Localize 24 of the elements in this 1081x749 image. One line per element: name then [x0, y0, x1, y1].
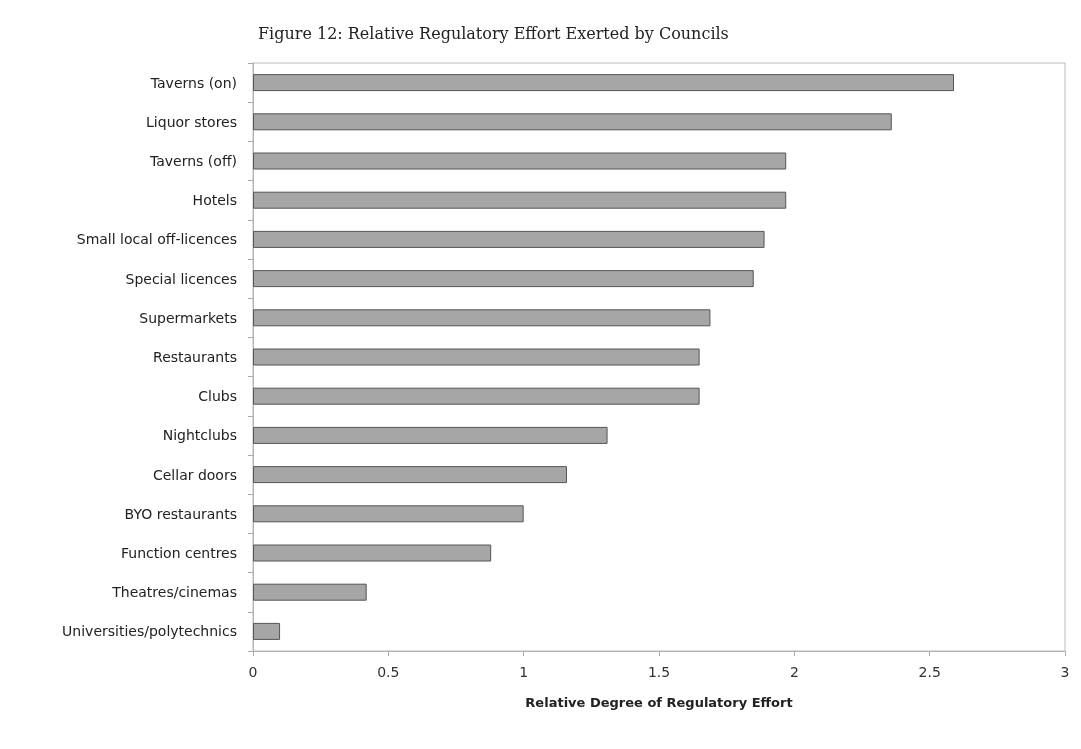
x-tick-label: 0.5: [377, 664, 400, 680]
y-tick-label: BYO restaurants: [124, 505, 237, 522]
y-tick-label: Nightclubs: [162, 427, 237, 444]
y-tick-label: Taverns (off): [149, 153, 237, 169]
y-tick-label: Cellar doors: [152, 466, 237, 483]
y-tick-label: Taverns (on): [149, 74, 237, 91]
x-tick-label: 1: [519, 664, 529, 680]
y-tick-label: Restaurants: [153, 349, 237, 365]
chart-title: Figure 12: Relative Regulatory Effort Exerted by Councils: [258, 23, 729, 43]
y-tick-label: Universities/polytechnics: [62, 623, 237, 640]
y-tick-label: Function centres: [120, 545, 237, 561]
x-tick-label: 3: [1060, 664, 1070, 680]
y-tick-label: Special licences: [125, 270, 237, 287]
y-tick-label: Small local off-licences: [76, 231, 237, 248]
x-tick-label: 2.5: [918, 664, 941, 680]
y-tick-label: Theatres/cinemas: [111, 584, 237, 601]
y-tick-label: Clubs: [198, 388, 237, 405]
y-tick-label: Supermarkets: [139, 309, 237, 326]
x-axis-title: Relative Degree of Regulatory Effort: [525, 695, 793, 710]
x-tick-label: 0: [248, 664, 258, 680]
y-tick-label: Liquor stores: [146, 113, 237, 130]
y-tick-label: Hotels: [192, 192, 237, 209]
x-tick-label: 1.5: [647, 664, 671, 680]
x-tick-label: 2: [789, 664, 799, 680]
